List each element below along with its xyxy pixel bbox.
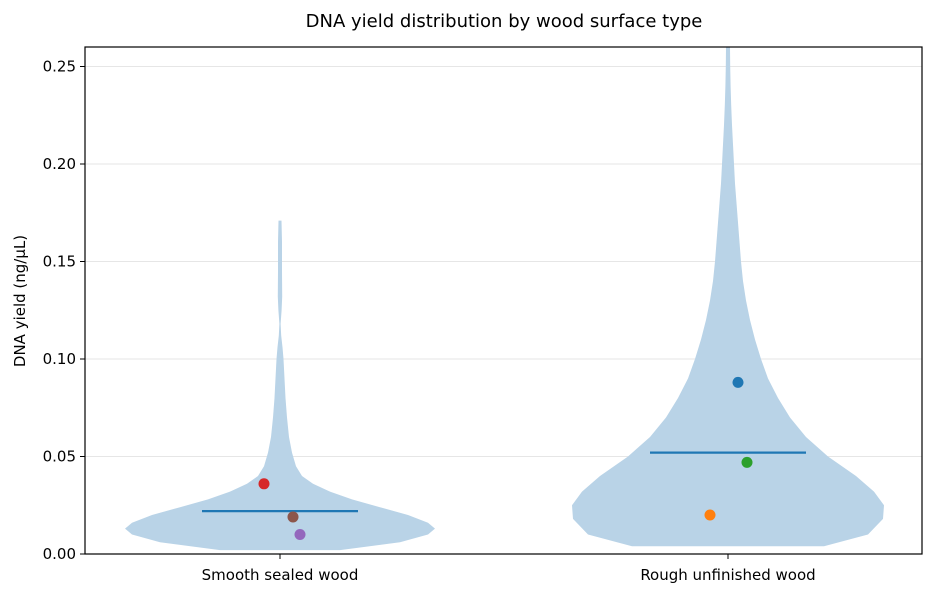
chart-title: DNA yield distribution by wood surface t… <box>306 11 703 32</box>
y-tick-label: 0.25 <box>43 58 76 76</box>
y-tick-label: 0.00 <box>43 545 76 563</box>
x-tick-label: Smooth sealed wood <box>202 566 359 584</box>
x-tick-label: Rough unfinished wood <box>640 566 815 584</box>
plot-frame <box>84 46 923 555</box>
y-tick-label: 0.05 <box>43 448 76 466</box>
data-points <box>258 376 753 540</box>
x-axis-ticks: Smooth sealed wood Rough unfinished wood <box>202 554 816 584</box>
data-point <box>741 456 753 468</box>
y-axis-label: DNA yield (ng/µL) <box>11 235 29 367</box>
data-point <box>287 511 299 523</box>
data-point <box>258 478 270 490</box>
median-lines <box>202 451 806 513</box>
violin-body <box>572 47 884 547</box>
y-tick-label: 0.10 <box>43 350 76 368</box>
y-tick-label: 0.20 <box>43 155 76 173</box>
data-point <box>704 509 716 521</box>
y-tick-label: 0.15 <box>43 253 76 271</box>
data-point <box>732 376 744 388</box>
y-axis-ticks: 0.00 0.05 0.10 0.15 0.20 0.25 <box>43 58 85 563</box>
violin-body <box>125 220 435 551</box>
data-point <box>294 529 306 540</box>
violins <box>125 47 884 551</box>
